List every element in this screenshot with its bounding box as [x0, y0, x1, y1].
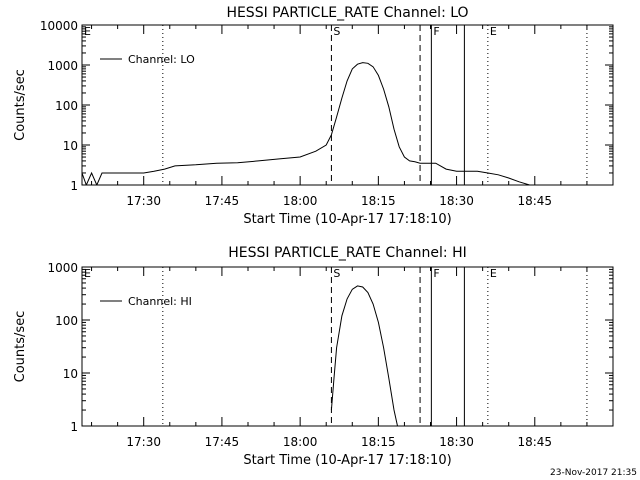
- y-tick-label: 1: [70, 420, 78, 434]
- marker-label: E: [490, 25, 497, 38]
- series-line: [330, 285, 398, 426]
- x-axis-label: Start Time (10-Apr-17 17:18:10): [243, 453, 451, 468]
- y-axis-label: Counts/sec: [13, 311, 28, 383]
- x-tick-label: 17:45: [205, 194, 240, 208]
- chart-title: HESSI PARTICLE_RATE Channel: HI: [228, 245, 466, 261]
- chart-title: HESSI PARTICLE_RATE Channel: LO: [226, 5, 468, 21]
- plot-frame: [81, 266, 614, 427]
- x-tick-label: 18:45: [517, 435, 552, 449]
- y-tick-label: 10: [63, 139, 78, 153]
- y-tick-label: 100: [55, 314, 78, 328]
- x-tick-label: 17:30: [126, 194, 161, 208]
- series-line: [82, 62, 582, 185]
- marker-label: E: [490, 267, 497, 280]
- y-tick-label: 1: [70, 179, 78, 193]
- x-tick-label: 18:45: [517, 194, 552, 208]
- plot-frame: [81, 24, 614, 186]
- x-axis-label: Start Time (10-Apr-17 17:18:10): [243, 212, 451, 227]
- x-tick-label: 17:45: [205, 435, 240, 449]
- footer-timestamp: 23-Nov-2017 21:35: [550, 468, 637, 478]
- lo-channel-panel: HESSI PARTICLE_RATE Channel: LO 1 10 100 100…: [13, 5, 614, 227]
- x-tick-label: 18:00: [283, 194, 318, 208]
- y-tick-label: 1000: [47, 59, 78, 73]
- x-tick-label: 18:15: [361, 435, 396, 449]
- y-axis-label: Counts/sec: [13, 69, 28, 141]
- x-tick-label: 17:30: [126, 435, 161, 449]
- marker-label: S: [333, 267, 340, 280]
- marker-label: S: [333, 25, 340, 38]
- x-tick-label: 18:30: [439, 194, 474, 208]
- legend-entry: Channel: HI: [128, 295, 192, 308]
- marker-label: F: [433, 267, 439, 280]
- hi-channel-panel: HESSI PARTICLE_RATE Channel: HI 1 10 100 100…: [13, 245, 614, 468]
- x-tick-label: 18:15: [361, 194, 396, 208]
- x-tick-label: 18:30: [439, 435, 474, 449]
- y-tick-label: 10: [63, 367, 78, 381]
- x-tick-label: 18:00: [283, 435, 318, 449]
- y-tick-label: 10000: [40, 19, 78, 33]
- y-tick-label: 1000: [47, 261, 78, 275]
- marker-label: E: [84, 25, 91, 38]
- y-tick-label: 100: [55, 99, 78, 113]
- legend-entry: Channel: LO: [128, 53, 195, 66]
- marker-label: E: [84, 267, 91, 280]
- marker-label: F: [433, 25, 439, 38]
